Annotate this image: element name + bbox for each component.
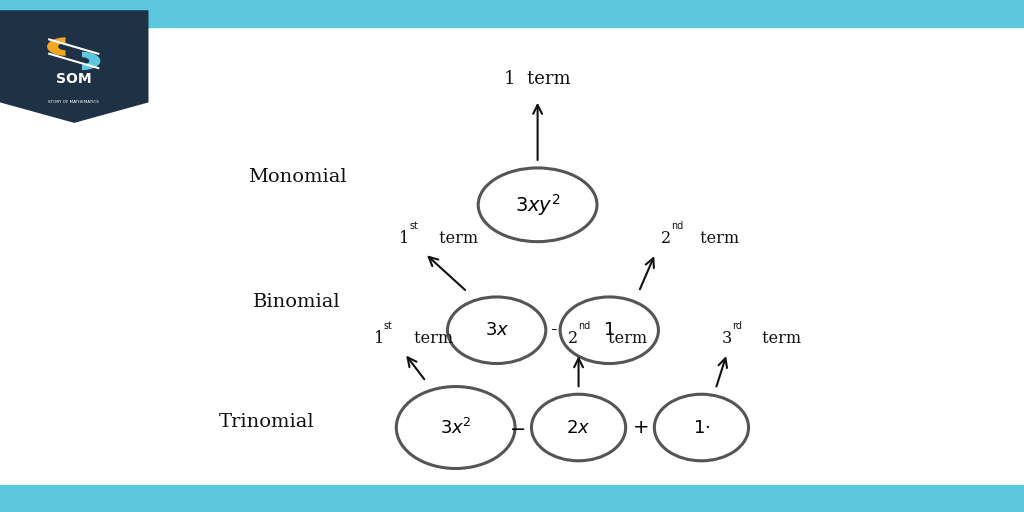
- Text: st: st: [384, 321, 393, 331]
- Text: $1$: $1$: [603, 321, 615, 339]
- Text: Monomial: Monomial: [248, 167, 346, 186]
- Text: STORY OF MATHEMATICS: STORY OF MATHEMATICS: [48, 100, 99, 104]
- Text: $3x$: $3x$: [484, 321, 509, 339]
- Wedge shape: [47, 37, 66, 56]
- Text: term: term: [603, 330, 647, 347]
- Text: Binomial: Binomial: [253, 293, 341, 311]
- Text: term: term: [434, 230, 478, 247]
- Text: term: term: [695, 230, 739, 247]
- Bar: [0, 485, 1024, 512]
- Bar: [0, 0, 1024, 27]
- Text: 1: 1: [374, 330, 384, 347]
- Text: term: term: [409, 330, 453, 347]
- Text: 2: 2: [660, 230, 671, 247]
- Text: Trinomial: Trinomial: [218, 413, 314, 432]
- Text: 1: 1: [399, 230, 410, 247]
- Text: $1{\cdot}$: $1{\cdot}$: [693, 418, 710, 437]
- Text: 1  term: 1 term: [504, 70, 571, 89]
- Text: nd: nd: [671, 221, 683, 231]
- Wedge shape: [82, 52, 100, 70]
- Text: $3x^2$: $3x^2$: [440, 417, 471, 438]
- Text: $-$: $-$: [509, 418, 525, 437]
- Text: 3: 3: [722, 330, 732, 347]
- Text: -: -: [550, 321, 556, 339]
- Polygon shape: [0, 10, 148, 123]
- Text: rd: rd: [732, 321, 742, 331]
- Text: nd: nd: [579, 321, 591, 331]
- Text: $+$: $+$: [632, 418, 648, 437]
- Text: st: st: [410, 221, 419, 231]
- Text: 2: 2: [568, 330, 579, 347]
- Text: $3xy^2$: $3xy^2$: [515, 192, 560, 218]
- Text: term: term: [757, 330, 801, 347]
- Text: SOM: SOM: [56, 72, 91, 87]
- Text: $2x$: $2x$: [566, 418, 591, 437]
